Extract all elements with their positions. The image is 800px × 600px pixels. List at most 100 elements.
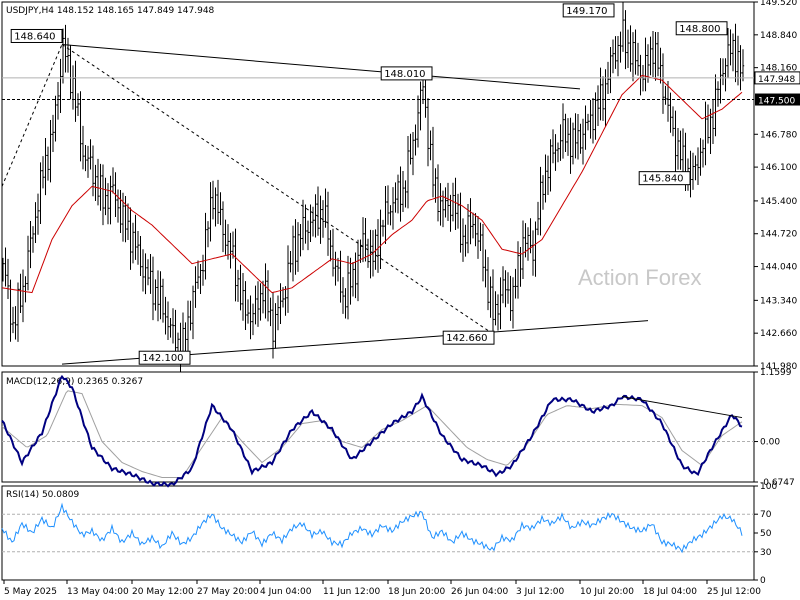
price-bar <box>226 224 230 260</box>
price-bar <box>59 58 62 114</box>
price-bar <box>504 270 507 308</box>
price-bar <box>666 81 670 122</box>
price-bar <box>11 306 15 334</box>
price-bar <box>169 317 172 338</box>
price-bar <box>351 262 355 297</box>
price-bar <box>624 10 627 70</box>
price-bar <box>694 155 697 181</box>
price-bar <box>449 194 452 232</box>
price-bar <box>184 322 187 354</box>
price-tag-reference: 147.500 <box>758 97 795 107</box>
price-bar <box>339 250 342 303</box>
price-bar <box>709 108 712 154</box>
price-bar <box>456 193 460 229</box>
price-bar <box>586 113 590 131</box>
price-bar <box>259 283 262 321</box>
price-bar <box>26 235 30 291</box>
price-bar <box>451 182 455 222</box>
price-bar <box>719 58 722 104</box>
price-bar <box>404 180 407 208</box>
price-bar <box>14 306 17 340</box>
price-callout: 145.840 <box>638 171 691 186</box>
price-bar <box>554 134 557 171</box>
macd-plot <box>1 374 754 488</box>
moving-average-line <box>1 74 743 294</box>
price-bar <box>161 278 165 323</box>
price-bar <box>434 168 437 203</box>
price-bar <box>49 120 52 183</box>
price-tick-label: 148.840 <box>760 31 797 41</box>
price-bar <box>391 187 395 230</box>
price-bar <box>614 36 617 69</box>
price-bar <box>191 285 195 340</box>
price-bar <box>56 82 60 120</box>
price-bar <box>589 99 592 139</box>
price-bar <box>726 28 730 79</box>
price-bar <box>119 190 122 233</box>
price-bar <box>261 280 265 314</box>
macd-tick-label: -0.6747 <box>760 478 795 488</box>
price-bar <box>31 226 35 253</box>
price-bar <box>561 103 565 159</box>
price-bar <box>716 81 720 107</box>
price-bar <box>459 192 462 253</box>
price-bar <box>306 220 310 251</box>
price-bar <box>254 285 257 325</box>
price-bar <box>314 194 317 238</box>
price-bar <box>626 29 630 69</box>
price-bar <box>576 114 580 160</box>
price-bar <box>46 146 50 181</box>
price-bar <box>109 175 112 225</box>
price-bar <box>556 142 560 163</box>
price-bar <box>636 42 640 76</box>
price-bar <box>591 98 595 144</box>
price-bar <box>79 91 82 162</box>
price-bar <box>129 207 132 270</box>
callout-box <box>675 21 728 36</box>
price-bar <box>159 271 162 320</box>
price-bar <box>279 283 282 324</box>
price-bar <box>41 156 45 189</box>
price-bar <box>669 92 672 133</box>
price-bar <box>139 236 142 277</box>
callout-box <box>442 330 495 345</box>
price-bar <box>406 135 410 209</box>
price-bar <box>9 279 12 342</box>
price-bar <box>584 105 587 150</box>
price-bar <box>316 186 320 236</box>
price-bar <box>336 257 340 282</box>
price-bar <box>679 130 682 170</box>
price-bar <box>341 277 345 314</box>
price-bar <box>116 189 120 223</box>
rsi-tick-label: 50 <box>760 529 772 539</box>
price-bar <box>414 124 417 156</box>
price-tick-label: 145.400 <box>760 197 797 207</box>
price-bar <box>549 139 552 192</box>
price-tick-label: 144.720 <box>760 230 797 240</box>
price-tick-label: 142.660 <box>760 329 797 339</box>
price-bar <box>559 124 562 161</box>
price-bar <box>171 308 175 344</box>
price-bar <box>274 303 277 349</box>
price-tick-label: 148.160 <box>760 64 797 74</box>
price-bar <box>399 166 402 222</box>
rsi-line <box>1 502 743 554</box>
price-bar <box>111 167 115 194</box>
price-bar <box>741 49 745 82</box>
callout-box <box>380 66 433 81</box>
price-callout: 148.010 <box>380 66 433 81</box>
price-bar <box>4 247 7 287</box>
price-bar <box>429 130 432 161</box>
price-bar <box>64 24 67 73</box>
price-bar <box>511 277 515 329</box>
time-tick-label: 5 May 2025 <box>4 587 57 597</box>
price-bar <box>569 117 572 174</box>
price-bar <box>81 125 85 170</box>
price-bar <box>544 154 547 203</box>
price-bar <box>354 252 357 299</box>
price-bar <box>241 273 245 321</box>
price-bar <box>34 202 37 244</box>
price-bar <box>229 232 232 269</box>
price-bar <box>251 303 255 336</box>
